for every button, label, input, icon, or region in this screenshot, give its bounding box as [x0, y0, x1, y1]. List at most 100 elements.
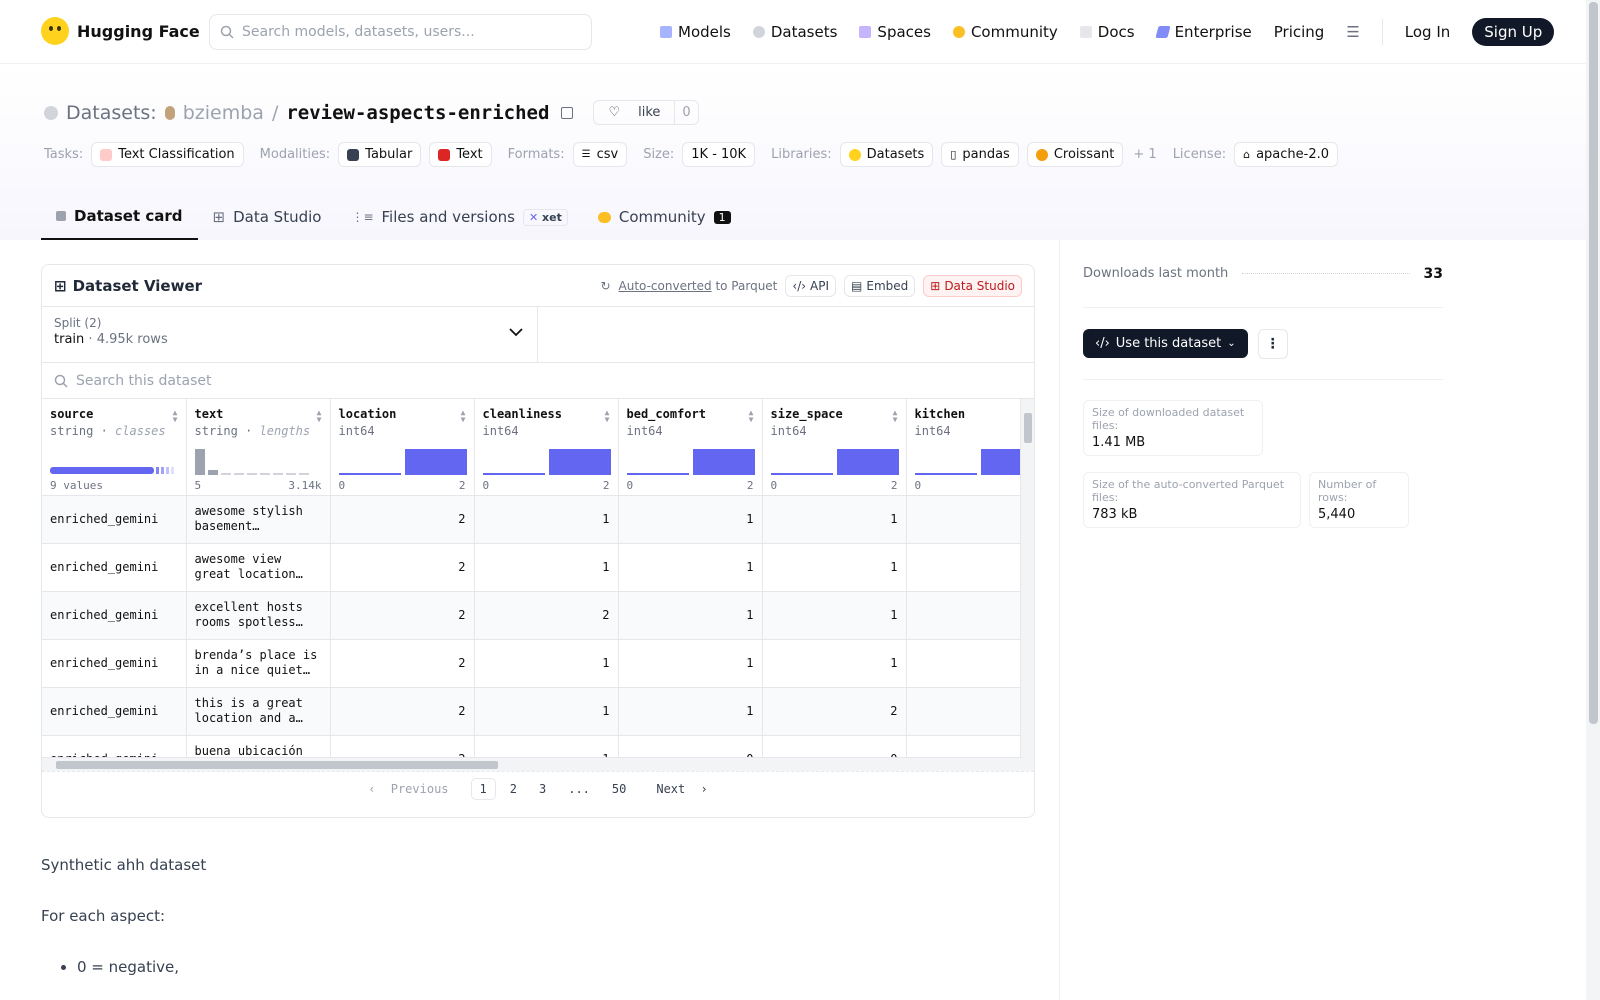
- cell-kitchen[interactable]: [906, 591, 1034, 640]
- cell-text[interactable]: awesome stylish basement apartment with …: [186, 495, 331, 544]
- cell-cleanliness[interactable]: 2: [474, 591, 619, 640]
- cell-source[interactable]: enriched_gemini: [42, 543, 187, 592]
- cell-text[interactable]: brenda’s place is in a nice quiet neighb…: [186, 639, 331, 688]
- sort-icon[interactable]: ▲ ▼: [748, 408, 754, 424]
- table-row[interactable]: enriched_gemini brenda’s place is in a ni…: [42, 639, 1034, 688]
- cell-bed-comfort[interactable]: 1: [618, 543, 763, 592]
- brand-logo[interactable]: Hugging Face: [41, 17, 200, 45]
- cell-kitchen[interactable]: [906, 543, 1034, 592]
- more-options-button[interactable]: ⋮: [1257, 328, 1288, 359]
- tab-data-studio[interactable]: ⊞ Data Studio: [198, 194, 337, 240]
- cell-text[interactable]: awesome view great location close to eve…: [186, 543, 331, 592]
- tag-size[interactable]: 1K - 10K: [682, 142, 756, 167]
- cell-location[interactable]: 2: [330, 543, 475, 592]
- table-row[interactable]: enriched_gemini awesome view great locati…: [42, 543, 1034, 592]
- cell-size-space[interactable]: 1: [762, 495, 907, 544]
- like-button[interactable]: ♡ like 0: [593, 100, 699, 125]
- cell-source[interactable]: enriched_gemini: [42, 639, 187, 688]
- next-page-button[interactable]: Next ›: [640, 779, 715, 799]
- cell-location[interactable]: 2: [330, 687, 475, 736]
- cell-bed-comfort[interactable]: 1: [618, 591, 763, 640]
- table-row[interactable]: enriched_gemini excellent hosts rooms spo…: [42, 591, 1034, 640]
- vertical-scroll-thumb[interactable]: [1024, 413, 1032, 443]
- tag-text-classification[interactable]: Text Classification: [91, 142, 244, 167]
- tab-dataset-card[interactable]: Dataset card: [41, 194, 198, 240]
- cell-cleanliness[interactable]: 1: [474, 687, 619, 736]
- page-scrollbar[interactable]: [1586, 0, 1600, 1000]
- signup-button[interactable]: Sign Up: [1472, 18, 1555, 46]
- tag-tabular[interactable]: Tabular: [338, 142, 422, 167]
- tag-croissant[interactable]: Croissant: [1026, 142, 1124, 167]
- split-selector[interactable]: Split (2) train · 4.95k rows: [42, 307, 538, 362]
- tag-text[interactable]: Text: [429, 142, 492, 167]
- horizontal-scrollbar[interactable]: [42, 757, 1022, 771]
- nav-docs[interactable]: Docs: [1079, 23, 1135, 41]
- column-header-size_space[interactable]: size_space int64 ▲ ▼ 0 2: [762, 399, 907, 496]
- nav-datasets[interactable]: Datasets: [752, 23, 837, 41]
- cell-kitchen[interactable]: [906, 495, 1034, 544]
- sort-icon[interactable]: ▲ ▼: [892, 408, 898, 424]
- repo-name[interactable]: review-aspects-enriched: [286, 101, 550, 124]
- dataset-search-input[interactable]: Search this dataset: [42, 363, 1034, 399]
- cell-bed-comfort[interactable]: 1: [618, 687, 763, 736]
- cell-location[interactable]: 2: [330, 591, 475, 640]
- tab-community[interactable]: Community 1: [583, 194, 746, 240]
- api-button[interactable]: ‹/› API: [785, 274, 837, 297]
- page-3[interactable]: 3: [538, 781, 547, 796]
- tag-datasets-lib[interactable]: Datasets: [839, 142, 934, 167]
- cell-bed-comfort[interactable]: 1: [618, 495, 763, 544]
- cell-source[interactable]: enriched_gemini: [42, 687, 187, 736]
- page-50[interactable]: 50: [611, 781, 627, 796]
- tag-pandas[interactable]: ▯ pandas: [941, 142, 1019, 167]
- column-header-location[interactable]: location int64 ▲ ▼ 0 2: [330, 399, 475, 496]
- nav-spaces[interactable]: Spaces: [859, 23, 931, 41]
- cell-text[interactable]: this is a great location and a lovely st…: [186, 687, 331, 736]
- more-libraries[interactable]: + 1: [1133, 147, 1157, 162]
- cell-text[interactable]: excellent hosts rooms spotless and very …: [186, 591, 331, 640]
- cell-cleanliness[interactable]: 1: [474, 639, 619, 688]
- column-header-kitchen[interactable]: kitchen int64 0: [906, 399, 1034, 496]
- cell-bed-comfort[interactable]: 1: [618, 639, 763, 688]
- sort-icon[interactable]: ▲ ▼: [316, 408, 322, 424]
- cell-size-space[interactable]: 1: [762, 591, 907, 640]
- tag-csv[interactable]: ☰ csv: [572, 142, 628, 167]
- sort-icon[interactable]: ▲ ▼: [172, 408, 178, 424]
- table-row[interactable]: enriched_gemini awesome stylish basement …: [42, 495, 1034, 544]
- cell-kitchen[interactable]: [906, 639, 1034, 688]
- tag-license[interactable]: ⌂ apache-2.0: [1234, 142, 1338, 167]
- page-2[interactable]: 2: [509, 781, 517, 796]
- copy-icon[interactable]: [561, 106, 574, 119]
- global-search-input[interactable]: Search models, datasets, users...: [209, 14, 592, 50]
- page-scroll-thumb[interactable]: [1589, 2, 1598, 724]
- cell-source[interactable]: enriched_gemini: [42, 495, 187, 544]
- nav-community[interactable]: Community: [952, 23, 1058, 41]
- auto-converted-link[interactable]: Auto-converted to Parquet: [619, 279, 778, 293]
- cell-location[interactable]: 2: [330, 639, 475, 688]
- cell-size-space[interactable]: 1: [762, 639, 907, 688]
- sort-icon[interactable]: ▲ ▼: [604, 408, 610, 424]
- login-link[interactable]: Log In: [1404, 23, 1451, 41]
- embed-button[interactable]: ▤ Embed: [844, 274, 916, 297]
- use-dataset-button[interactable]: ‹/› Use this dataset ⌄: [1083, 329, 1248, 358]
- cell-cleanliness[interactable]: 1: [474, 495, 619, 544]
- column-header-bed_comfort[interactable]: bed_comfort int64 ▲ ▼ 0 2: [618, 399, 763, 496]
- nav-enterprise[interactable]: Enterprise: [1154, 23, 1252, 41]
- cell-source[interactable]: enriched_gemini: [42, 591, 187, 640]
- data-studio-button[interactable]: ⊞ Data Studio: [923, 274, 1022, 297]
- cell-size-space[interactable]: 2: [762, 687, 907, 736]
- table-row[interactable]: enriched_gemini this is a great location …: [42, 687, 1034, 736]
- owner-link[interactable]: bziemba: [182, 101, 264, 124]
- nav-pricing[interactable]: Pricing: [1274, 23, 1325, 41]
- column-header-text[interactable]: text string · lengths ▲ ▼ 5 3.14k: [186, 399, 331, 496]
- page-1[interactable]: 1: [470, 777, 496, 800]
- cell-location[interactable]: 2: [330, 495, 475, 544]
- tab-files-versions[interactable]: ⋮≡ Files and versions ✕ xet: [336, 194, 582, 240]
- column-header-source[interactable]: source string · classes ▲ ▼ 9 values: [42, 399, 187, 496]
- nav-more-menu[interactable]: ☰: [1346, 23, 1359, 41]
- previous-page-button[interactable]: ‹ Previous: [360, 779, 464, 799]
- column-header-cleanliness[interactable]: cleanliness int64 ▲ ▼ 0 2: [474, 399, 619, 496]
- sort-icon[interactable]: ▲ ▼: [460, 408, 466, 424]
- horizontal-scroll-thumb[interactable]: [56, 761, 498, 769]
- cell-cleanliness[interactable]: 1: [474, 543, 619, 592]
- nav-models[interactable]: Models: [660, 23, 731, 41]
